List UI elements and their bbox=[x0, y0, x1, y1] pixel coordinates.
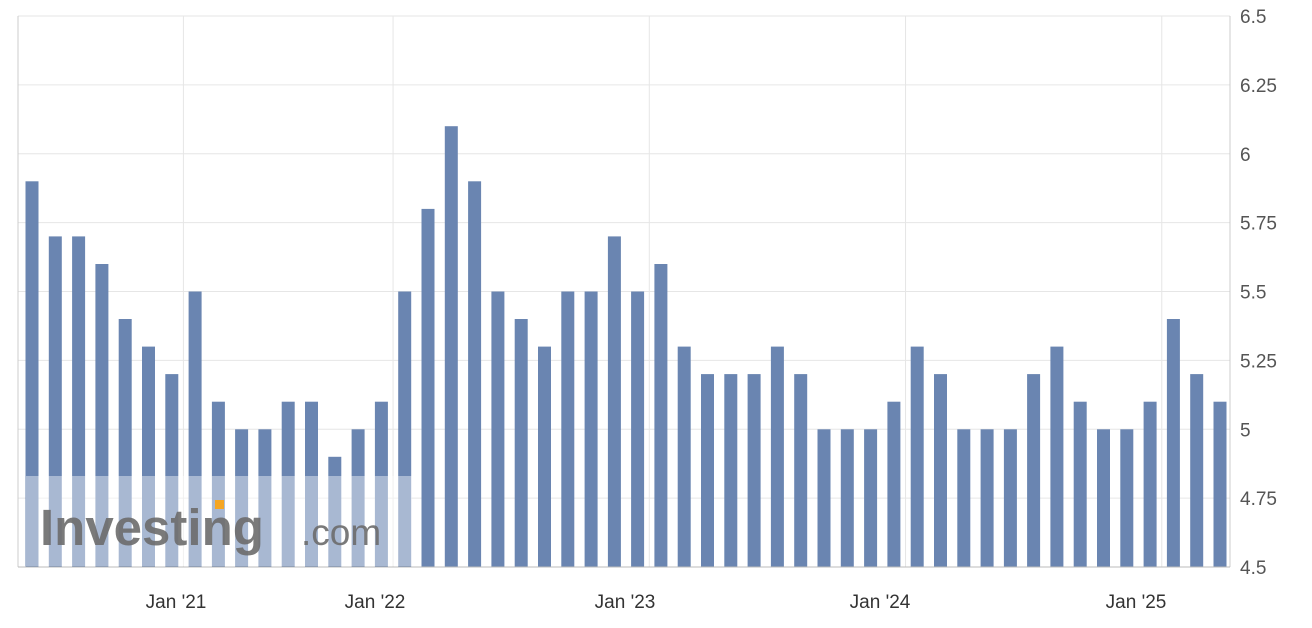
bar bbox=[48, 236, 62, 567]
x-tick-label: Jan '25 bbox=[1106, 592, 1167, 613]
bar bbox=[421, 208, 435, 567]
bar bbox=[701, 374, 714, 567]
y-tick-label: 4.5 bbox=[1240, 558, 1266, 579]
bar bbox=[514, 319, 528, 567]
bar bbox=[957, 429, 971, 568]
y-tick-label: 5 bbox=[1240, 420, 1251, 441]
y-tick-label: 5.25 bbox=[1240, 351, 1277, 372]
bar bbox=[1073, 401, 1087, 567]
bar bbox=[95, 264, 109, 567]
bar bbox=[165, 374, 179, 567]
y-tick-label: 6 bbox=[1240, 145, 1251, 166]
bar bbox=[188, 291, 202, 567]
y-tick-label: 5.5 bbox=[1240, 283, 1266, 304]
bar bbox=[980, 429, 994, 568]
bar bbox=[770, 346, 784, 567]
bar bbox=[118, 319, 132, 567]
bar bbox=[351, 429, 365, 568]
bar bbox=[747, 374, 761, 567]
bar bbox=[328, 456, 342, 567]
bar bbox=[724, 374, 738, 567]
bar bbox=[142, 346, 155, 567]
bar bbox=[25, 181, 39, 568]
bar bbox=[538, 346, 551, 567]
bars bbox=[25, 126, 1227, 568]
x-tick-label: Jan '22 bbox=[345, 592, 406, 613]
bar bbox=[934, 374, 947, 567]
bar bbox=[281, 401, 295, 567]
bar bbox=[631, 291, 645, 567]
bar bbox=[561, 291, 575, 567]
bar bbox=[794, 374, 808, 567]
bar bbox=[817, 429, 831, 568]
y-axis-tick-labels: 4.5 4.75 5 5.25 5.5 5.75 6 6.25 6.5 bbox=[1240, 7, 1277, 579]
bar bbox=[468, 181, 482, 568]
bar bbox=[887, 401, 901, 567]
bar bbox=[211, 401, 225, 567]
bar bbox=[1050, 346, 1064, 567]
watermark-orange-dot bbox=[215, 500, 224, 509]
bar bbox=[864, 429, 878, 568]
bar bbox=[374, 401, 388, 567]
bar bbox=[1120, 429, 1134, 568]
bar bbox=[1190, 374, 1204, 567]
investing-watermark: Investing .com bbox=[26, 476, 412, 566]
bar bbox=[1003, 429, 1017, 568]
bar bbox=[305, 401, 318, 567]
bar bbox=[1143, 401, 1157, 567]
bar bbox=[258, 429, 272, 568]
x-tick-label: Jan '24 bbox=[850, 592, 911, 613]
bar bbox=[1027, 374, 1041, 567]
bar bbox=[491, 291, 505, 567]
bar bbox=[607, 236, 621, 567]
watermark-suffix: .com bbox=[301, 512, 381, 553]
y-tick-label: 4.75 bbox=[1240, 489, 1277, 510]
x-tick-label: Jan '23 bbox=[595, 592, 656, 613]
bar bbox=[444, 126, 458, 567]
y-tick-label: 5.75 bbox=[1240, 214, 1277, 235]
bar bbox=[840, 429, 854, 568]
bar bbox=[235, 429, 249, 568]
bar bbox=[1213, 401, 1227, 567]
bar bbox=[1097, 429, 1110, 568]
x-axis-tick-labels: Jan '21 Jan '22 Jan '23 Jan '24 Jan '25 bbox=[146, 592, 1167, 613]
y-tick-label: 6.25 bbox=[1240, 76, 1277, 97]
bar bbox=[677, 346, 691, 567]
bar bbox=[910, 346, 924, 567]
watermark-backdrop bbox=[26, 476, 412, 566]
bar bbox=[584, 291, 598, 567]
y-tick-label: 6.5 bbox=[1240, 7, 1266, 28]
x-tick-label: Jan '21 bbox=[146, 592, 207, 613]
bar bbox=[654, 264, 668, 567]
watermark-brand: Investing bbox=[40, 499, 264, 556]
bar bbox=[1166, 319, 1180, 567]
bar bbox=[398, 291, 412, 567]
bar bbox=[72, 236, 86, 567]
axes bbox=[17, 16, 1231, 568]
